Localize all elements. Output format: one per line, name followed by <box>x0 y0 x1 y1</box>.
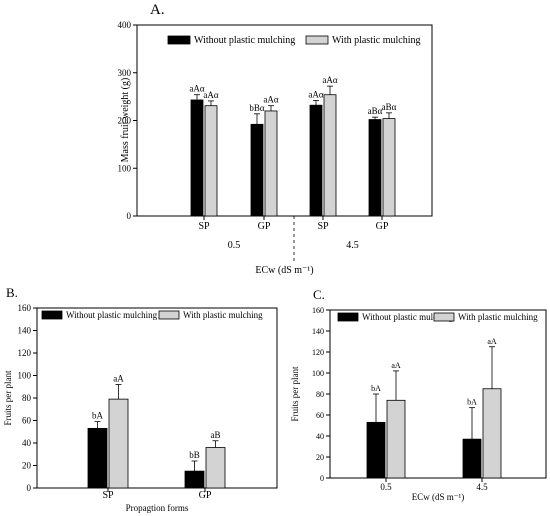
legend-swatch <box>337 312 359 322</box>
y-tick-label: 60 <box>22 416 32 426</box>
y-tick-label: 100 <box>18 371 32 381</box>
bar <box>264 110 278 217</box>
y-tick-label: 0 <box>27 483 32 493</box>
x-tick-label: SP <box>317 221 329 232</box>
x-tick-label: GP <box>258 221 271 232</box>
bar <box>366 421 386 479</box>
bar-data-label: aAα <box>322 75 337 85</box>
y-tick-label: 20 <box>22 461 32 471</box>
y-axis-label: Fruits per plant <box>3 370 13 425</box>
y-tick-label: 0 <box>320 474 324 483</box>
bar <box>108 398 129 489</box>
bar <box>250 123 264 217</box>
legend-swatch <box>167 35 191 45</box>
bar <box>205 447 226 489</box>
x-axis-label: ECw (dS m⁻¹) <box>412 492 464 502</box>
y-tick-label: 400 <box>118 20 132 30</box>
x-tick-label: GP <box>199 490 212 501</box>
bar <box>190 99 204 217</box>
bar-data-label: bB <box>189 450 200 460</box>
legend-swatch <box>158 310 180 320</box>
legend-entry: With plastic mulching <box>332 35 420 46</box>
bar-data-label: aA <box>391 361 401 370</box>
chart-panel-2: B. 0 20 40 60 80 100 120 140 160 Fruits per plant S… <box>3 285 278 513</box>
chart-panel-1: A. 0 100 200 300 400 Mass fruit weight (g) SP aA… <box>118 2 433 276</box>
y-tick-label: 60 <box>316 411 324 420</box>
bar <box>368 119 382 217</box>
plot-frame <box>329 309 547 479</box>
y-tick-label: 140 <box>312 327 324 336</box>
y-axis-label: Mass fruit weight (g) <box>120 78 131 163</box>
bar <box>482 388 502 479</box>
bar <box>184 470 205 489</box>
bar <box>386 399 406 479</box>
y-tick-label: 200 <box>118 116 132 126</box>
plot-frame <box>36 307 278 489</box>
y-tick-label: 160 <box>312 306 324 315</box>
legend-entry: With plastic mulching <box>183 310 263 320</box>
y-tick-label: 40 <box>316 432 324 441</box>
y-axis-label: Fruits per plant <box>290 366 300 421</box>
bar-data-label: bA <box>467 398 477 407</box>
x-tick-label: SP <box>102 490 114 501</box>
y-tick-label: 20 <box>316 453 324 462</box>
y-tick-label: 120 <box>18 348 32 358</box>
panel-label: C. <box>313 287 325 302</box>
chart-panel-3: C. 0 20 40 60 80 100 120 140 160 Fruits per plant 0… <box>290 287 547 502</box>
legend-entry: Without plastic mulching <box>66 310 158 320</box>
legend-entry: With plastic mulching <box>458 312 538 322</box>
bar <box>204 105 218 217</box>
bar-data-label: aBα <box>368 106 383 116</box>
bar-data-label: bBα <box>249 103 265 113</box>
bar-data-label: bA <box>371 384 381 393</box>
bar-data-label: aAα <box>308 89 323 99</box>
bar-data-label: aA <box>487 337 497 346</box>
y-tick-label: 100 <box>118 163 132 173</box>
y-tick-label: 300 <box>118 68 132 78</box>
y-tick-label: 140 <box>18 326 32 336</box>
bar-data-label: aB <box>211 430 221 440</box>
x-tick-label: SP <box>198 221 210 232</box>
y-tick-label: 120 <box>312 348 324 357</box>
legend-swatch <box>305 35 329 45</box>
group-label: 0.5 <box>228 240 241 251</box>
bar <box>323 94 337 217</box>
legend-swatch <box>433 312 455 322</box>
x-axis-label: ECw (dS m⁻¹) <box>255 265 313 276</box>
bar-data-label: aAα <box>263 95 278 105</box>
y-tick-label: 0 <box>127 211 132 221</box>
legend-entry: Without plastic mulching <box>362 312 454 322</box>
legend-swatch <box>41 310 63 320</box>
legend-entry: Without plastic mulching <box>194 35 295 46</box>
bar <box>87 427 108 489</box>
bar <box>309 104 323 217</box>
bar-data-label: aBα <box>382 102 397 112</box>
panel-label: B. <box>6 285 18 300</box>
y-tick-label: 80 <box>316 390 324 399</box>
x-tick-label: GP <box>376 221 389 232</box>
bar-data-label: bA <box>92 411 104 421</box>
y-tick-label: 80 <box>22 393 32 403</box>
x-axis-label: Propagtion forms <box>126 503 189 513</box>
bar-data-label: aAα <box>203 90 218 100</box>
x-tick-label: 4.5 <box>476 482 488 492</box>
panel-label: A. <box>150 2 165 18</box>
bar <box>462 438 482 479</box>
x-tick-label: 0.5 <box>380 482 392 492</box>
bar <box>382 118 396 217</box>
y-tick-label: 160 <box>18 303 32 313</box>
y-tick-label: 100 <box>312 369 324 378</box>
bar-data-label: aAα <box>189 84 204 94</box>
y-tick-label: 40 <box>22 438 32 448</box>
bar-data-label: aA <box>113 374 124 384</box>
group-label: 4.5 <box>346 240 359 251</box>
